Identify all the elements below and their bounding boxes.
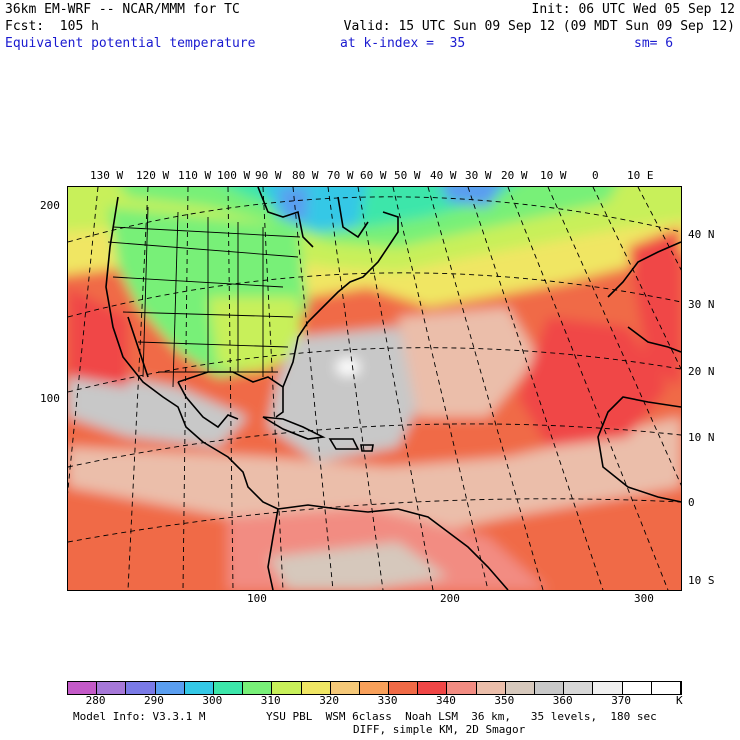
lat-label: 40 N <box>688 228 715 241</box>
forecast-hour: Fcst: 105 h <box>5 19 99 34</box>
theta-e-map <box>67 186 682 591</box>
init-time: Init: 06 UTC Wed 05 Sep 12 <box>531 2 736 17</box>
colorbar-tick-label: 330 <box>377 694 398 707</box>
colorbar-cell <box>301 682 331 694</box>
colorbar-cell <box>97 682 127 694</box>
colorbar-cell <box>389 682 419 694</box>
graticule <box>68 187 681 590</box>
colorbar <box>67 681 683 695</box>
lon-label: 30 W <box>465 169 492 182</box>
lon-label: 90 W <box>255 169 282 182</box>
colorbar-tick-label: 370 <box>611 694 632 707</box>
colorbar-unit: K <box>676 694 683 707</box>
colorbar-cell <box>505 682 535 694</box>
colorbar-cell <box>243 682 273 694</box>
colorbar-cell <box>651 682 681 694</box>
colorbar-tick-label: 280 <box>85 694 106 707</box>
colorbar-cell <box>447 682 477 694</box>
colorbar-cell <box>330 682 360 694</box>
grid-y-tick: 100 <box>40 392 60 405</box>
lon-label: 50 W <box>394 169 421 182</box>
colorbar-cell <box>155 682 185 694</box>
colorbar-cell <box>593 682 623 694</box>
colorbar-cell <box>272 682 302 694</box>
grid-y-tick: 200 <box>40 199 60 212</box>
colorbar-cell <box>213 682 244 694</box>
colorbar-cell <box>476 682 506 694</box>
colorbar-tick-label: 290 <box>144 694 164 707</box>
lon-label: 110 W <box>178 169 212 182</box>
colorbar-tick-label: 340 <box>436 694 456 707</box>
lon-label: 70 W <box>327 169 354 182</box>
colorbar-tick-label: 360 <box>552 694 573 707</box>
level-index: at k-index = 35 <box>340 36 466 51</box>
map-canvas <box>68 187 681 590</box>
colorbar-cell <box>359 682 390 694</box>
lon-label: 20 W <box>501 169 528 182</box>
model-title: 36km EM-WRF -- NCAR/MMM for TC <box>5 2 240 17</box>
lon-label: 10 E <box>627 169 654 182</box>
grid-x-tick: 300 <box>634 592 654 605</box>
state-borders <box>107 206 301 388</box>
field-name: Equivalent potential temperature <box>5 36 256 51</box>
grid-x-tick: 200 <box>440 592 460 605</box>
lon-label: 0 <box>592 169 599 182</box>
model-info: Model Info: V3.3.1 M <box>73 710 206 723</box>
physics-info: YSU PBL WSM 6class Noah LSM 36 km, 35 le… <box>266 710 657 723</box>
theta-e-field <box>68 187 681 590</box>
colorbar-cell <box>564 682 594 694</box>
colorbar-tick-label: 320 <box>319 694 340 707</box>
lon-label: 130 W <box>90 169 124 182</box>
lat-label: 20 N <box>688 365 715 378</box>
lat-label: 30 N <box>688 298 715 311</box>
lat-label: 10 S <box>688 574 715 587</box>
colorbar-cell <box>535 682 565 694</box>
valid-time: Valid: 15 UTC Sun 09 Sep 12 (09 MDT Sun … <box>343 19 735 34</box>
smoothing: sm= 6 <box>634 36 674 51</box>
colorbar-tick-label: 310 <box>260 694 281 707</box>
lat-label: 0 <box>688 496 695 509</box>
lon-label: 10 W <box>540 169 567 182</box>
diffusion-info: DIFF, simple KM, 2D Smagor <box>353 723 526 736</box>
lat-label: 10 N <box>688 431 715 444</box>
colorbar-cell <box>126 682 156 694</box>
colorbar-cell <box>418 682 448 694</box>
colorbar-tick-label: 300 <box>202 694 223 707</box>
colorbar-tick-label: 350 <box>494 694 515 707</box>
colorbar-cell <box>184 682 214 694</box>
lon-label: 80 W <box>292 169 319 182</box>
colorbar-cell <box>622 682 652 694</box>
lon-label: 120 W <box>136 169 170 182</box>
colorbar-cell <box>68 682 98 694</box>
lon-label: 100 W <box>217 169 251 182</box>
lon-label: 60 W <box>360 169 387 182</box>
lon-label: 40 W <box>430 169 457 182</box>
grid-x-tick: 100 <box>247 592 267 605</box>
